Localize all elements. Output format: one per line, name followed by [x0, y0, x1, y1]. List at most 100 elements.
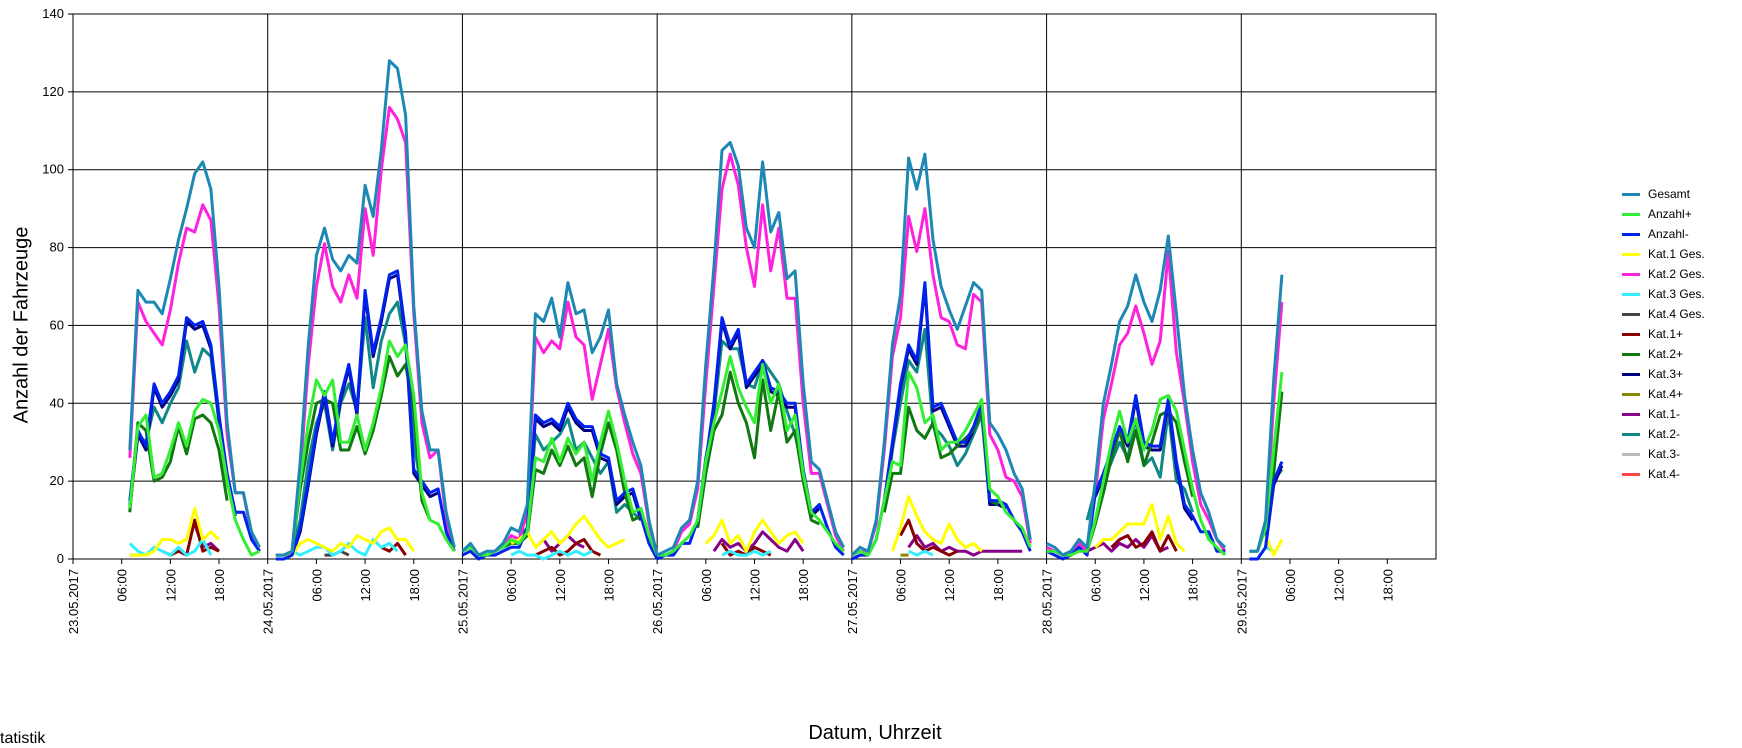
x-tick-label-time: 06:00	[309, 569, 324, 602]
legend-label: Anzahl-	[1648, 227, 1689, 241]
series-line-kat-2	[696, 370, 821, 529]
series-line-kat-2	[1085, 409, 1195, 552]
legend-item-kat-2: Kat.2-	[1622, 424, 1742, 444]
legend-label: Kat.4-	[1648, 467, 1681, 481]
x-tick-label-time: 18:00	[407, 569, 422, 602]
series-line-gesamt	[461, 281, 659, 557]
series-line-kat-1	[534, 538, 602, 557]
legend-label: Kat.3+	[1648, 367, 1684, 381]
legend-item-kat-2-ges: Kat.2 Ges.	[1622, 264, 1742, 284]
legend-swatch	[1622, 352, 1640, 356]
legend-swatch	[1622, 432, 1640, 436]
x-tick-label-date: 27.05.2017	[845, 569, 860, 634]
legend-item-kat-1: Kat.1-	[1622, 404, 1742, 424]
series-line-gesamt	[275, 59, 456, 557]
series-line-anzahl	[1046, 394, 1227, 557]
legend-label: Kat.2+	[1648, 347, 1684, 361]
y-tick-label: 120	[42, 84, 64, 99]
series-line-kat-2	[882, 327, 999, 509]
series-line-kat-1	[712, 530, 805, 553]
y-axis-title-wrap: Anzahl der Fahrzeuge	[0, 227, 40, 424]
x-tick-label-time: 12:00	[358, 569, 373, 602]
legend-item-kat-3: Kat.3-	[1622, 444, 1742, 464]
series-line-kat-1	[907, 534, 1023, 557]
legend-label: Kat.3-	[1648, 447, 1681, 461]
legend-swatch	[1622, 312, 1640, 316]
legend-item-kat-4-ges: Kat.4 Ges.	[1622, 304, 1742, 324]
series-line-kat-1-ges	[890, 495, 983, 553]
y-tick-label: 60	[50, 317, 64, 332]
legend-label: Kat.1-	[1648, 407, 1681, 421]
series-line-kat-2-ges	[657, 152, 846, 557]
series-line-kat-3-ges	[721, 549, 772, 557]
x-tick-label-time: 18:00	[601, 569, 616, 602]
x-tick-label-time: 12:00	[1137, 569, 1152, 602]
x-axis-ticks: 23.05.2017 06:00 12:00 18:00 24.05.2017 06:00…	[66, 559, 1395, 634]
x-tick-label-time: 06:00	[894, 569, 909, 602]
x-tick-label-date: 26.05.2017	[650, 569, 665, 634]
legend-label: Kat.2 Ges.	[1648, 267, 1705, 281]
legend-label: Kat.1+	[1648, 327, 1684, 341]
legend-label: Kat.4+	[1648, 387, 1684, 401]
legend-swatch	[1622, 212, 1640, 216]
x-tick-label-date: 28.05.2017	[1040, 569, 1055, 634]
x-tick-label-time: 06:00	[504, 569, 519, 602]
series-line-kat-3-ges	[907, 549, 934, 557]
legend: Gesamt Anzahl+ Anzahl- Kat.1 Ges. Kat.2 Ges.…	[1622, 184, 1742, 484]
legend-label: Anzahl+	[1648, 207, 1692, 221]
legend-label: Kat.1 Ges.	[1648, 247, 1705, 261]
series-line-gesamt	[1249, 274, 1284, 553]
legend-item-kat-2: Kat.2+	[1622, 344, 1742, 364]
x-tick-label-date: 24.05.2017	[261, 569, 276, 634]
series-line-kat-1-ges	[1264, 535, 1284, 557]
legend-item-anzahl: Anzahl-	[1622, 224, 1742, 244]
legend-item-anzahl: Anzahl+	[1622, 204, 1742, 224]
series-line-anzahl	[1249, 461, 1284, 561]
y-tick-label: 20	[50, 473, 64, 488]
legend-item-kat-1: Kat.1+	[1622, 324, 1742, 344]
series-line-kat-1-ges	[283, 526, 416, 557]
x-axis-title: Datum, Uhrzeit	[808, 722, 942, 744]
legend-swatch	[1622, 272, 1640, 276]
series-line-anzahl	[461, 401, 659, 561]
series-line-anzahl	[275, 339, 456, 557]
x-tick-label-time: 18:00	[796, 569, 811, 602]
x-tick-label-time: 12:00	[1332, 569, 1347, 602]
series-line-kat-2	[502, 421, 642, 549]
legend-item-kat-4: Kat.4-	[1622, 464, 1742, 484]
legend-item-kat-3: Kat.3+	[1622, 364, 1742, 384]
x-tick-label-date: 23.05.2017	[66, 569, 81, 634]
x-tick-label-time: 12:00	[553, 569, 568, 602]
x-tick-label-time: 18:00	[991, 569, 1006, 602]
y-axis-ticks: 0 20 40 60 80 100 120 140	[42, 6, 73, 566]
series-line-gesamt	[850, 152, 1032, 557]
series-line-kat-1-ges	[129, 506, 221, 557]
footer-text: tatistik	[0, 730, 46, 747]
x-tick-label-time: 18:00	[212, 569, 227, 602]
series-line-anzahl	[656, 316, 845, 561]
x-tick-label-time: 12:00	[748, 569, 763, 602]
series-line-anzahl	[275, 269, 456, 561]
series-line-anzahl	[1045, 394, 1226, 561]
series-line-kat-3-ges	[291, 538, 399, 557]
legend-label: Kat.3 Ges.	[1648, 287, 1705, 301]
legend-item-kat-1-ges: Kat.1 Ges.	[1622, 244, 1742, 264]
legend-item-gesamt: Gesamt	[1622, 184, 1742, 204]
series-line-anzahl	[657, 355, 845, 557]
y-tick-label: 100	[42, 162, 64, 177]
legend-swatch	[1622, 452, 1640, 456]
x-tick-label-time: 12:00	[163, 569, 178, 602]
series-line-kat-3-ges	[510, 549, 593, 561]
x-tick-label-time: 18:00	[1186, 569, 1201, 602]
legend-swatch	[1622, 332, 1640, 336]
x-tick-label-date: 25.05.2017	[455, 569, 470, 634]
series-line-kat-1-ges	[510, 514, 626, 549]
y-tick-label: 0	[57, 551, 64, 566]
x-tick-label-time: 06:00	[1088, 569, 1103, 602]
legend-swatch	[1622, 412, 1640, 416]
x-tick-label-time: 18:00	[1380, 569, 1395, 602]
x-tick-label-date: 29.05.2017	[1234, 569, 1249, 634]
legend-swatch	[1622, 192, 1640, 196]
legend-swatch	[1622, 472, 1640, 476]
